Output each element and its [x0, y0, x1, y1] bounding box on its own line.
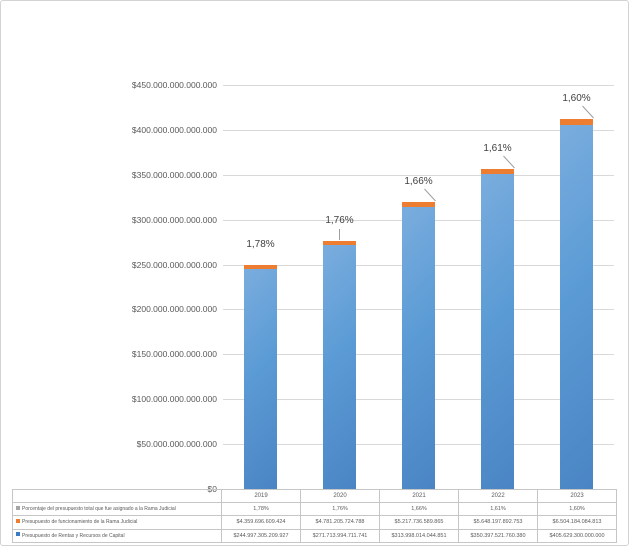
legend-label: Presupuesto de Rentas y Recursos de Capi…: [22, 532, 125, 539]
bar-2020-rentas-segment: [323, 245, 356, 489]
percent-label-2020: 1,76%: [325, 215, 354, 226]
percent-label-2021: 1,66%: [404, 176, 433, 187]
bar-2021-funcionamiento-segment: [402, 202, 435, 207]
bar-2023-funcionamiento-segment: [560, 119, 593, 125]
table-value-cell: 1,66%: [379, 502, 459, 517]
leader-line: [424, 188, 436, 202]
bar-2019-rentas-segment: [244, 269, 277, 489]
table-value-cell: $5.648.197.892.753: [458, 515, 538, 530]
table-value-cell: $405.629.300.000.000: [537, 528, 617, 543]
legend-label: Porcentaje del presupuesto total que fue…: [22, 506, 176, 513]
table-row: Presupuesto de funcionamiento de la Rama…: [12, 515, 617, 530]
percent-label-2023: 1,60%: [562, 93, 591, 104]
table-value-cell: $4.359.696.609.424: [221, 515, 301, 530]
data-table: 2019 2020 2021 2022 2023 Porcentaje del presu…: [12, 488, 617, 543]
bar-2022-funcionamiento-segment: [481, 169, 514, 174]
table-value-cell: $271.713.994.711.741: [300, 528, 380, 543]
table-value-cell: 1,78%: [221, 502, 301, 517]
bar-2022-rentas-segment: [481, 174, 514, 489]
table-value-cell: 1,60%: [537, 502, 617, 517]
table-value-cell: $313.998.014.044.851: [379, 528, 459, 543]
leader-line: [503, 155, 515, 169]
table-year-header: 2023: [537, 488, 617, 504]
percent-label-2019: 1,78%: [246, 239, 275, 250]
table-year-header: 2019: [221, 488, 301, 504]
legend-key-icon: [16, 505, 20, 510]
y-axis-tick-label: $450.000.000.000.000: [131, 80, 217, 90]
y-axis-tick-label: $250.000.000.000.000: [131, 260, 217, 270]
y-axis-tick-label: $150.000.000.000.000: [131, 349, 217, 359]
y-axis-tick-label: $50.000.000.000.000: [136, 439, 217, 449]
bar-2021-rentas-segment: [402, 207, 435, 489]
table-row: Presupuesto de Rentas y Recursos de Capi…: [12, 528, 617, 543]
table-row: Porcentaje del presupuesto total que fue…: [12, 502, 617, 517]
table-value-cell: 1,61%: [458, 502, 538, 517]
y-axis-tick-label: $400.000.000.000.000: [131, 125, 217, 135]
y-axis-tick-label: $300.000.000.000.000: [131, 215, 217, 225]
table-legend-cell: Porcentaje del presupuesto total que fue…: [12, 502, 222, 517]
table-value-cell: $5.217.736.589.865: [379, 515, 459, 530]
table-year-header: 2022: [458, 488, 538, 504]
y-axis-tick-label: $200.000.000.000.000: [131, 304, 217, 314]
table-value-cell: $6.504.184.084.813: [537, 515, 617, 530]
table-value-cell: 1,76%: [300, 502, 380, 517]
table-year-header: 2020: [300, 488, 380, 504]
gridline: [223, 85, 614, 86]
gridline: [223, 130, 614, 131]
table-value-cell: $4.781.205.724.788: [300, 515, 380, 530]
table-value-cell: $350.397.521.760.380: [458, 528, 538, 543]
percent-label-2022: 1,61%: [483, 143, 512, 154]
table-corner-cell: [12, 488, 222, 504]
y-axis-tick-label: $100.000.000.000.000: [131, 394, 217, 404]
gridline: [223, 175, 614, 176]
table-year-header: 2021: [379, 488, 459, 504]
leader-line: [582, 105, 594, 119]
table-legend-cell: Presupuesto de funcionamiento de la Rama…: [12, 515, 222, 530]
legend-key-icon: [16, 532, 20, 537]
table-value-cell: $244.997.305.209.927: [221, 528, 301, 543]
bar-2019-funcionamiento-segment: [244, 265, 277, 269]
legend-key-icon: [16, 519, 20, 524]
bar-2020-funcionamiento-segment: [323, 241, 356, 245]
bar-2023-rentas-segment: [560, 125, 593, 489]
table-legend-cell: Presupuesto de Rentas y Recursos de Capi…: [12, 528, 222, 543]
legend-label: Presupuesto de funcionamiento de la Rama…: [22, 519, 138, 526]
y-axis-tick-label: $350.000.000.000.000: [131, 170, 217, 180]
